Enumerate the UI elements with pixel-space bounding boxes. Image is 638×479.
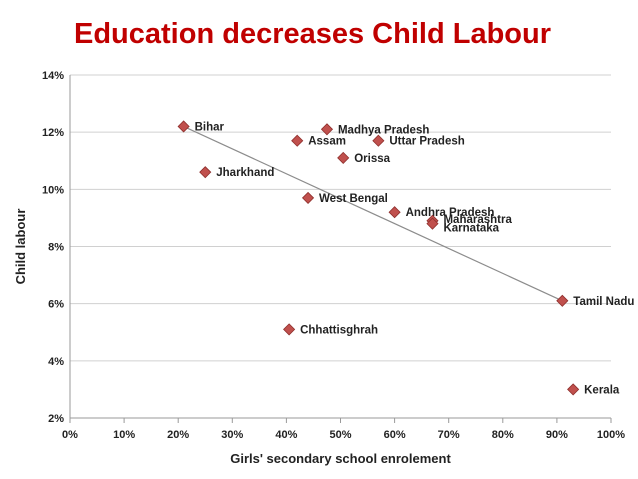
data-point-label: Kerala — [584, 384, 620, 396]
trendline-group — [183, 125, 563, 302]
y-tick-label: 14% — [42, 70, 64, 82]
x-tick-label: 10% — [113, 429, 135, 441]
data-point-marker — [283, 323, 296, 336]
x-tick-label: 50% — [329, 429, 351, 441]
data-point-label: Orissa — [354, 153, 390, 165]
data-point-label: Jharkhand — [216, 167, 274, 179]
data-point-label: Uttar Pradesh — [389, 136, 464, 148]
x-tick-label: 40% — [275, 429, 297, 441]
data-point-marker — [177, 120, 190, 133]
x-tick-label: 60% — [384, 429, 406, 441]
chart-title: Education decreases Child Labour — [74, 18, 551, 50]
x-tick-label: 30% — [221, 429, 243, 441]
data-point-label: Tamil Nadu — [573, 296, 634, 308]
data-point-label: Bihar — [195, 121, 225, 133]
y-tick-label: 10% — [42, 184, 64, 196]
data-point-label: Assam — [308, 136, 346, 148]
data-point-label: Andhra Pradesh — [406, 207, 495, 219]
trendline — [183, 125, 563, 302]
y-tick-label: 12% — [42, 127, 64, 139]
axes: 2% 4% 6% 8% 10% 12% 14% 0% 10% 20% 30% 40% 50% 60% 70%… — [42, 70, 625, 441]
data-point-label: Madhya Pradesh — [338, 124, 429, 136]
data-point-label: Maharashtra — [443, 214, 512, 226]
data-point-label: West Bengal — [319, 193, 388, 205]
y-axis-label: Child labour — [13, 209, 28, 285]
x-tick-label: 80% — [492, 429, 514, 441]
x-axis-label: Girls' secondary school enrolement — [230, 451, 451, 466]
x-tick-label: 70% — [438, 429, 460, 441]
data-point-marker — [567, 383, 580, 396]
data-point-marker — [199, 166, 212, 179]
y-tick-label: 4% — [48, 356, 64, 368]
data-point-marker — [301, 191, 315, 204]
y-tick-label: 8% — [48, 242, 64, 254]
data-point-marker — [337, 151, 350, 164]
x-tick-label: 100% — [597, 429, 625, 441]
y-tick-label: 2% — [48, 413, 64, 425]
data-point-label: Chhattisghrah — [300, 324, 378, 336]
data-point-marker — [291, 134, 304, 147]
data-point-marker — [388, 206, 401, 219]
x-tick-label: 90% — [546, 429, 568, 441]
data-point-marker — [320, 123, 334, 136]
data-point-label: Karnataka — [443, 223, 499, 235]
x-tick-label: 0% — [62, 429, 78, 441]
data-point-marker — [372, 134, 385, 147]
y-tick-label: 6% — [48, 299, 64, 311]
x-tick-label: 20% — [167, 429, 189, 441]
data-point-marker — [426, 217, 439, 230]
data-point-marker — [556, 294, 569, 307]
